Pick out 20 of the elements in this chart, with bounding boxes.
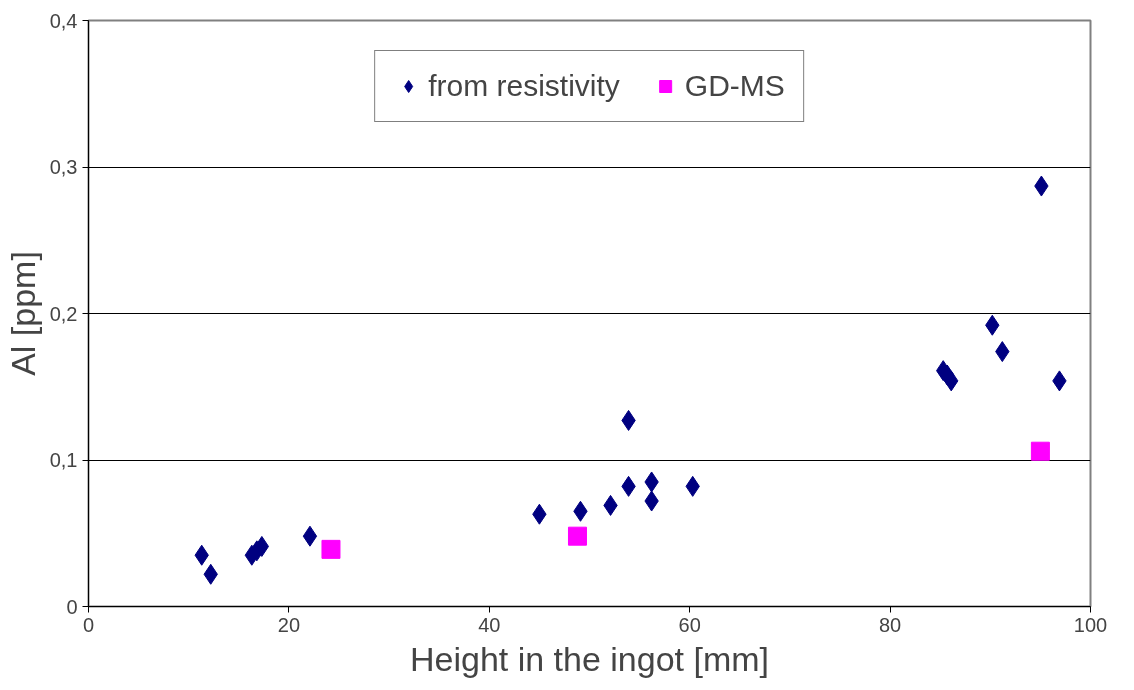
- point: [567, 526, 587, 546]
- point: [254, 535, 270, 557]
- y-tick-label: 0,1: [49, 449, 78, 471]
- x-tick-label: 80: [878, 613, 902, 636]
- y-axis-title: Al [ppm]: [3, 251, 42, 376]
- x-tick-label: 100: [1073, 613, 1108, 636]
- x-axis-title: Height in the ingot [mm]: [409, 639, 770, 678]
- x-tick-label: 60: [678, 613, 701, 636]
- point: [1030, 441, 1050, 461]
- point: [302, 525, 318, 547]
- y-tick-label: 0: [66, 595, 78, 618]
- y-tick-label: 0,3: [49, 156, 78, 178]
- legend-label: from resistivity: [428, 69, 620, 103]
- y-tick-label: 0,4: [49, 9, 78, 32]
- point: [321, 539, 341, 559]
- y-tick-label: 0,2: [49, 302, 78, 325]
- legend-label: GD-MS: [684, 69, 785, 103]
- x-tick-label: 20: [277, 613, 301, 636]
- x-tick-label: 40: [478, 613, 501, 636]
- x-tick-label: 0: [82, 613, 95, 636]
